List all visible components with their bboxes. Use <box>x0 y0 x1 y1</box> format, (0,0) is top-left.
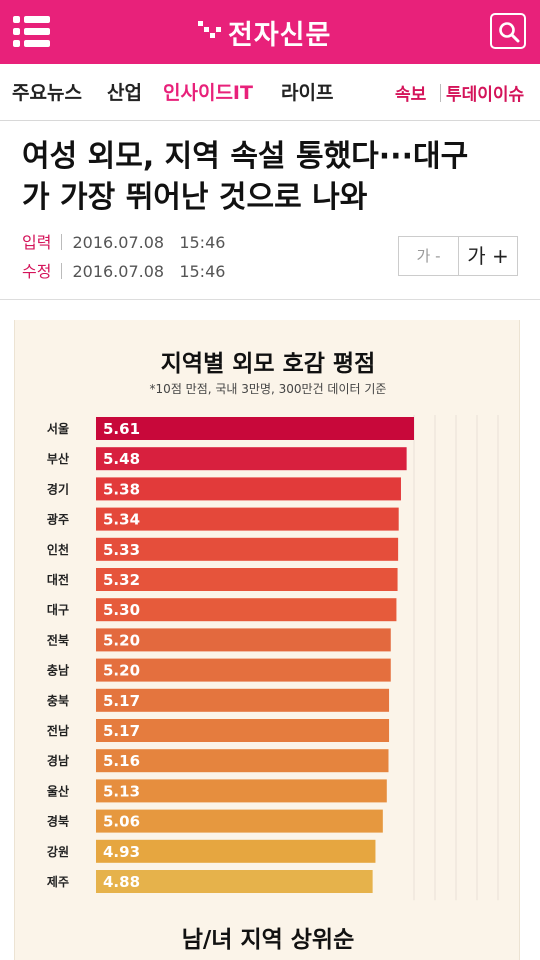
site-logo[interactable]: 전자신문 <box>196 11 331 53</box>
data-label: 4.88 <box>103 873 140 891</box>
logo-mark-icon <box>196 17 226 47</box>
nav-item-today-issue[interactable]: 투데이이슈 <box>446 85 525 105</box>
published-datetime: 2016.07.08 15:46 <box>72 233 226 252</box>
headline-line-2: 가 가장 뛰어난 것으로 나와 <box>22 180 368 215</box>
data-label: 5.48 <box>103 450 140 468</box>
data-label: 5.16 <box>103 752 140 770</box>
modified-label: 수정 <box>22 262 52 281</box>
category-label: 경북 <box>47 815 69 829</box>
bar <box>96 779 387 803</box>
article-headline: 여성 외모, 지역 속설 통했다···대구 가 가장 뛰어난 것으로 나와 <box>22 136 532 218</box>
nav-item-inside-it[interactable]: 인사이드IT <box>163 82 253 104</box>
category-label: 광주 <box>47 512 69 527</box>
category-label: 강원 <box>47 845 69 859</box>
bar-chart: 서울 5.61 부산 5.48 경기 5.38 광주 5.34 인천 5.33 대전 5.32 대구 5.… <box>47 415 499 901</box>
section-subtitle: 남/녀 지역 상위순 <box>181 927 355 953</box>
data-label: 5.61 <box>103 420 140 438</box>
headline-line-1: 여성 외모, 지역 속설 통했다···대구 <box>22 139 469 174</box>
data-label: 5.34 <box>103 511 140 529</box>
category-label: 경기 <box>47 481 69 496</box>
published-label: 입력 <box>22 233 52 252</box>
bar <box>96 568 398 591</box>
nav-item-breaking[interactable]: 속보 <box>395 85 427 105</box>
bar <box>96 688 390 712</box>
modified-datetime: 2016.07.08 15:46 <box>72 262 226 281</box>
category-label: 대구 <box>47 603 69 617</box>
data-label: 5.33 <box>103 541 140 559</box>
data-label: 5.38 <box>103 480 140 498</box>
bar <box>96 658 391 682</box>
data-label: 5.17 <box>103 722 140 740</box>
font-size-control: 가 - 가 + <box>398 236 518 276</box>
bar <box>96 417 414 440</box>
search-icon <box>499 22 520 43</box>
data-label: 5.06 <box>103 813 140 831</box>
header-divider <box>0 299 540 300</box>
hamburger-menu-icon[interactable] <box>12 12 52 52</box>
section-nav: 주요뉴스 산업 인사이드IT 라이프 속보 투데이이슈 <box>0 64 540 121</box>
category-label: 부산 <box>47 451 69 466</box>
category-label: 인천 <box>47 542 69 557</box>
font-size-increase-button[interactable]: 가 + <box>467 244 509 268</box>
bar <box>96 447 407 471</box>
top-bar: 전자신문 <box>0 0 540 64</box>
data-label: 5.30 <box>103 601 140 619</box>
infographic: 지역별 외모 호감 평점 *10점 만점, 국내 3만명, 300만건 데이터 … <box>14 320 520 960</box>
category-label: 충북 <box>47 693 69 708</box>
category-label: 제주 <box>47 875 69 889</box>
data-label: 5.32 <box>103 571 140 589</box>
category-label: 충남 <box>47 663 69 678</box>
font-size-decrease-button[interactable]: 가 - <box>399 237 459 275</box>
bar <box>96 628 391 652</box>
bar <box>96 870 373 893</box>
category-label: 전북 <box>47 632 69 647</box>
category-label: 대전 <box>47 572 69 587</box>
data-label: 5.20 <box>103 662 140 680</box>
published-date: 입력 2016.07.08 15:46 <box>22 229 225 253</box>
nav-divider <box>440 84 441 102</box>
chart-subtitle: *10점 만점, 국내 3만명, 300만건 데이터 기준 <box>149 382 387 396</box>
bar <box>96 537 399 561</box>
nav-item-industry[interactable]: 산업 <box>107 82 142 104</box>
bar <box>96 839 376 863</box>
search-button[interactable] <box>490 13 526 49</box>
category-label: 울산 <box>47 783 69 798</box>
data-label: 5.17 <box>103 692 140 710</box>
category-label: 전남 <box>47 723 69 738</box>
data-label: 4.93 <box>103 843 140 861</box>
bar <box>96 507 399 531</box>
data-label: 5.20 <box>103 631 140 649</box>
bar <box>96 598 397 622</box>
category-label: 경남 <box>47 753 69 768</box>
bar <box>96 809 383 833</box>
nav-item-main-news[interactable]: 주요뉴스 <box>12 82 82 104</box>
logo-text: 전자신문 <box>228 19 332 51</box>
chart-title: 지역별 외모 호감 평점 <box>160 351 376 377</box>
bar <box>96 749 389 773</box>
bar <box>96 477 401 501</box>
modified-date: 수정 2016.07.08 15:46 <box>22 258 225 282</box>
category-label: 서울 <box>47 421 69 436</box>
data-label: 5.13 <box>103 782 140 800</box>
nav-item-life[interactable]: 라이프 <box>281 82 334 104</box>
bar <box>96 719 390 742</box>
